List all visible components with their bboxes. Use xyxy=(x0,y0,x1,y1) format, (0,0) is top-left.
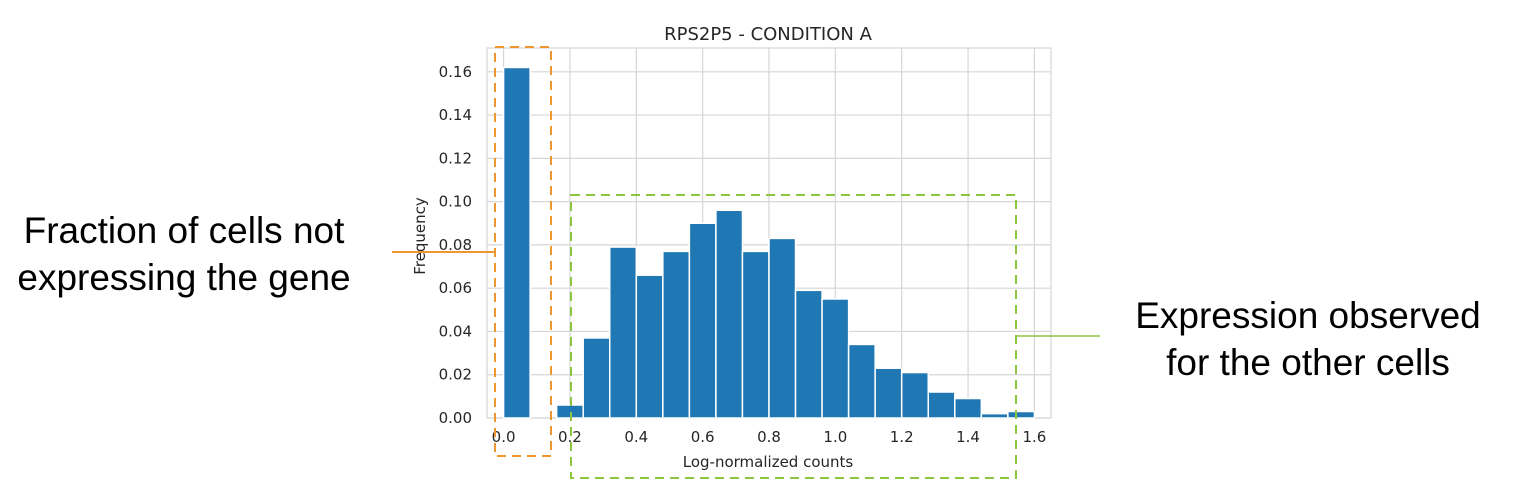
left-annotation-line1: Fraction of cells not xyxy=(23,210,345,251)
x-tick-label: 0.4 xyxy=(624,428,648,446)
histogram-bar xyxy=(980,412,1009,419)
x-tick-label: 0.6 xyxy=(691,428,715,446)
y-tick-label: 0.04 xyxy=(439,322,472,340)
right-annotation-line2: for the other cells xyxy=(1166,342,1450,383)
x-tick-label: 1.6 xyxy=(1022,428,1046,446)
histogram-bar xyxy=(555,404,584,419)
histogram-bar xyxy=(609,246,638,419)
y-tick-label: 0.12 xyxy=(439,149,472,167)
y-axis-label: Frequency xyxy=(411,197,429,275)
histogram-bar xyxy=(635,274,664,419)
y-tick-label: 0.08 xyxy=(439,236,472,254)
x-tick-labels: 0.0 0.2 0.4 0.6 0.8 1.0 1.2 1.4 1.6 xyxy=(492,428,1047,446)
right-annotation-line1: Expression observed xyxy=(1135,295,1481,336)
histogram-bar xyxy=(662,250,691,419)
y-tick-labels: 0.00 0.02 0.04 0.06 0.08 0.10 0.12 0.14 0.16 xyxy=(439,63,472,427)
y-tick-label: 0.00 xyxy=(439,409,472,427)
x-tick-label: 0.8 xyxy=(757,428,781,446)
histogram-bar xyxy=(847,343,876,419)
bars-group xyxy=(502,66,1036,419)
x-tick-label: 1.0 xyxy=(823,428,847,446)
histogram-bar xyxy=(794,289,823,419)
histogram-bar xyxy=(954,397,983,419)
x-tick-label: 0.0 xyxy=(492,428,516,446)
x-tick-label: 1.4 xyxy=(956,428,980,446)
histogram-bar xyxy=(900,371,929,419)
y-tick-label: 0.14 xyxy=(439,106,472,124)
x-tick-label: 1.2 xyxy=(890,428,914,446)
histogram-bar xyxy=(715,209,744,419)
histogram-bar xyxy=(502,66,531,419)
left-annotation-line2: expressing the gene xyxy=(17,257,351,298)
histogram-bar xyxy=(1007,410,1036,419)
histogram-bar xyxy=(927,391,956,419)
x-axis-label: Log-normalized counts xyxy=(683,453,854,471)
y-tick-label: 0.10 xyxy=(439,193,472,211)
right-annotation: Expression observed for the other cells xyxy=(1110,292,1506,386)
y-tick-label: 0.06 xyxy=(439,279,472,297)
chart-title: RPS2P5 - CONDITION A xyxy=(664,24,873,45)
histogram-bar xyxy=(688,222,717,419)
x-tick-label: 0.2 xyxy=(558,428,582,446)
histogram-bar xyxy=(768,237,797,419)
y-tick-label: 0.02 xyxy=(439,366,472,384)
histogram-bar xyxy=(874,367,903,419)
histogram-bar xyxy=(821,298,850,419)
y-tick-label: 0.16 xyxy=(439,63,472,81)
histogram-bar xyxy=(582,337,611,419)
histogram-bar xyxy=(741,250,770,419)
left-annotation: Fraction of cells not expressing the gen… xyxy=(0,207,368,301)
